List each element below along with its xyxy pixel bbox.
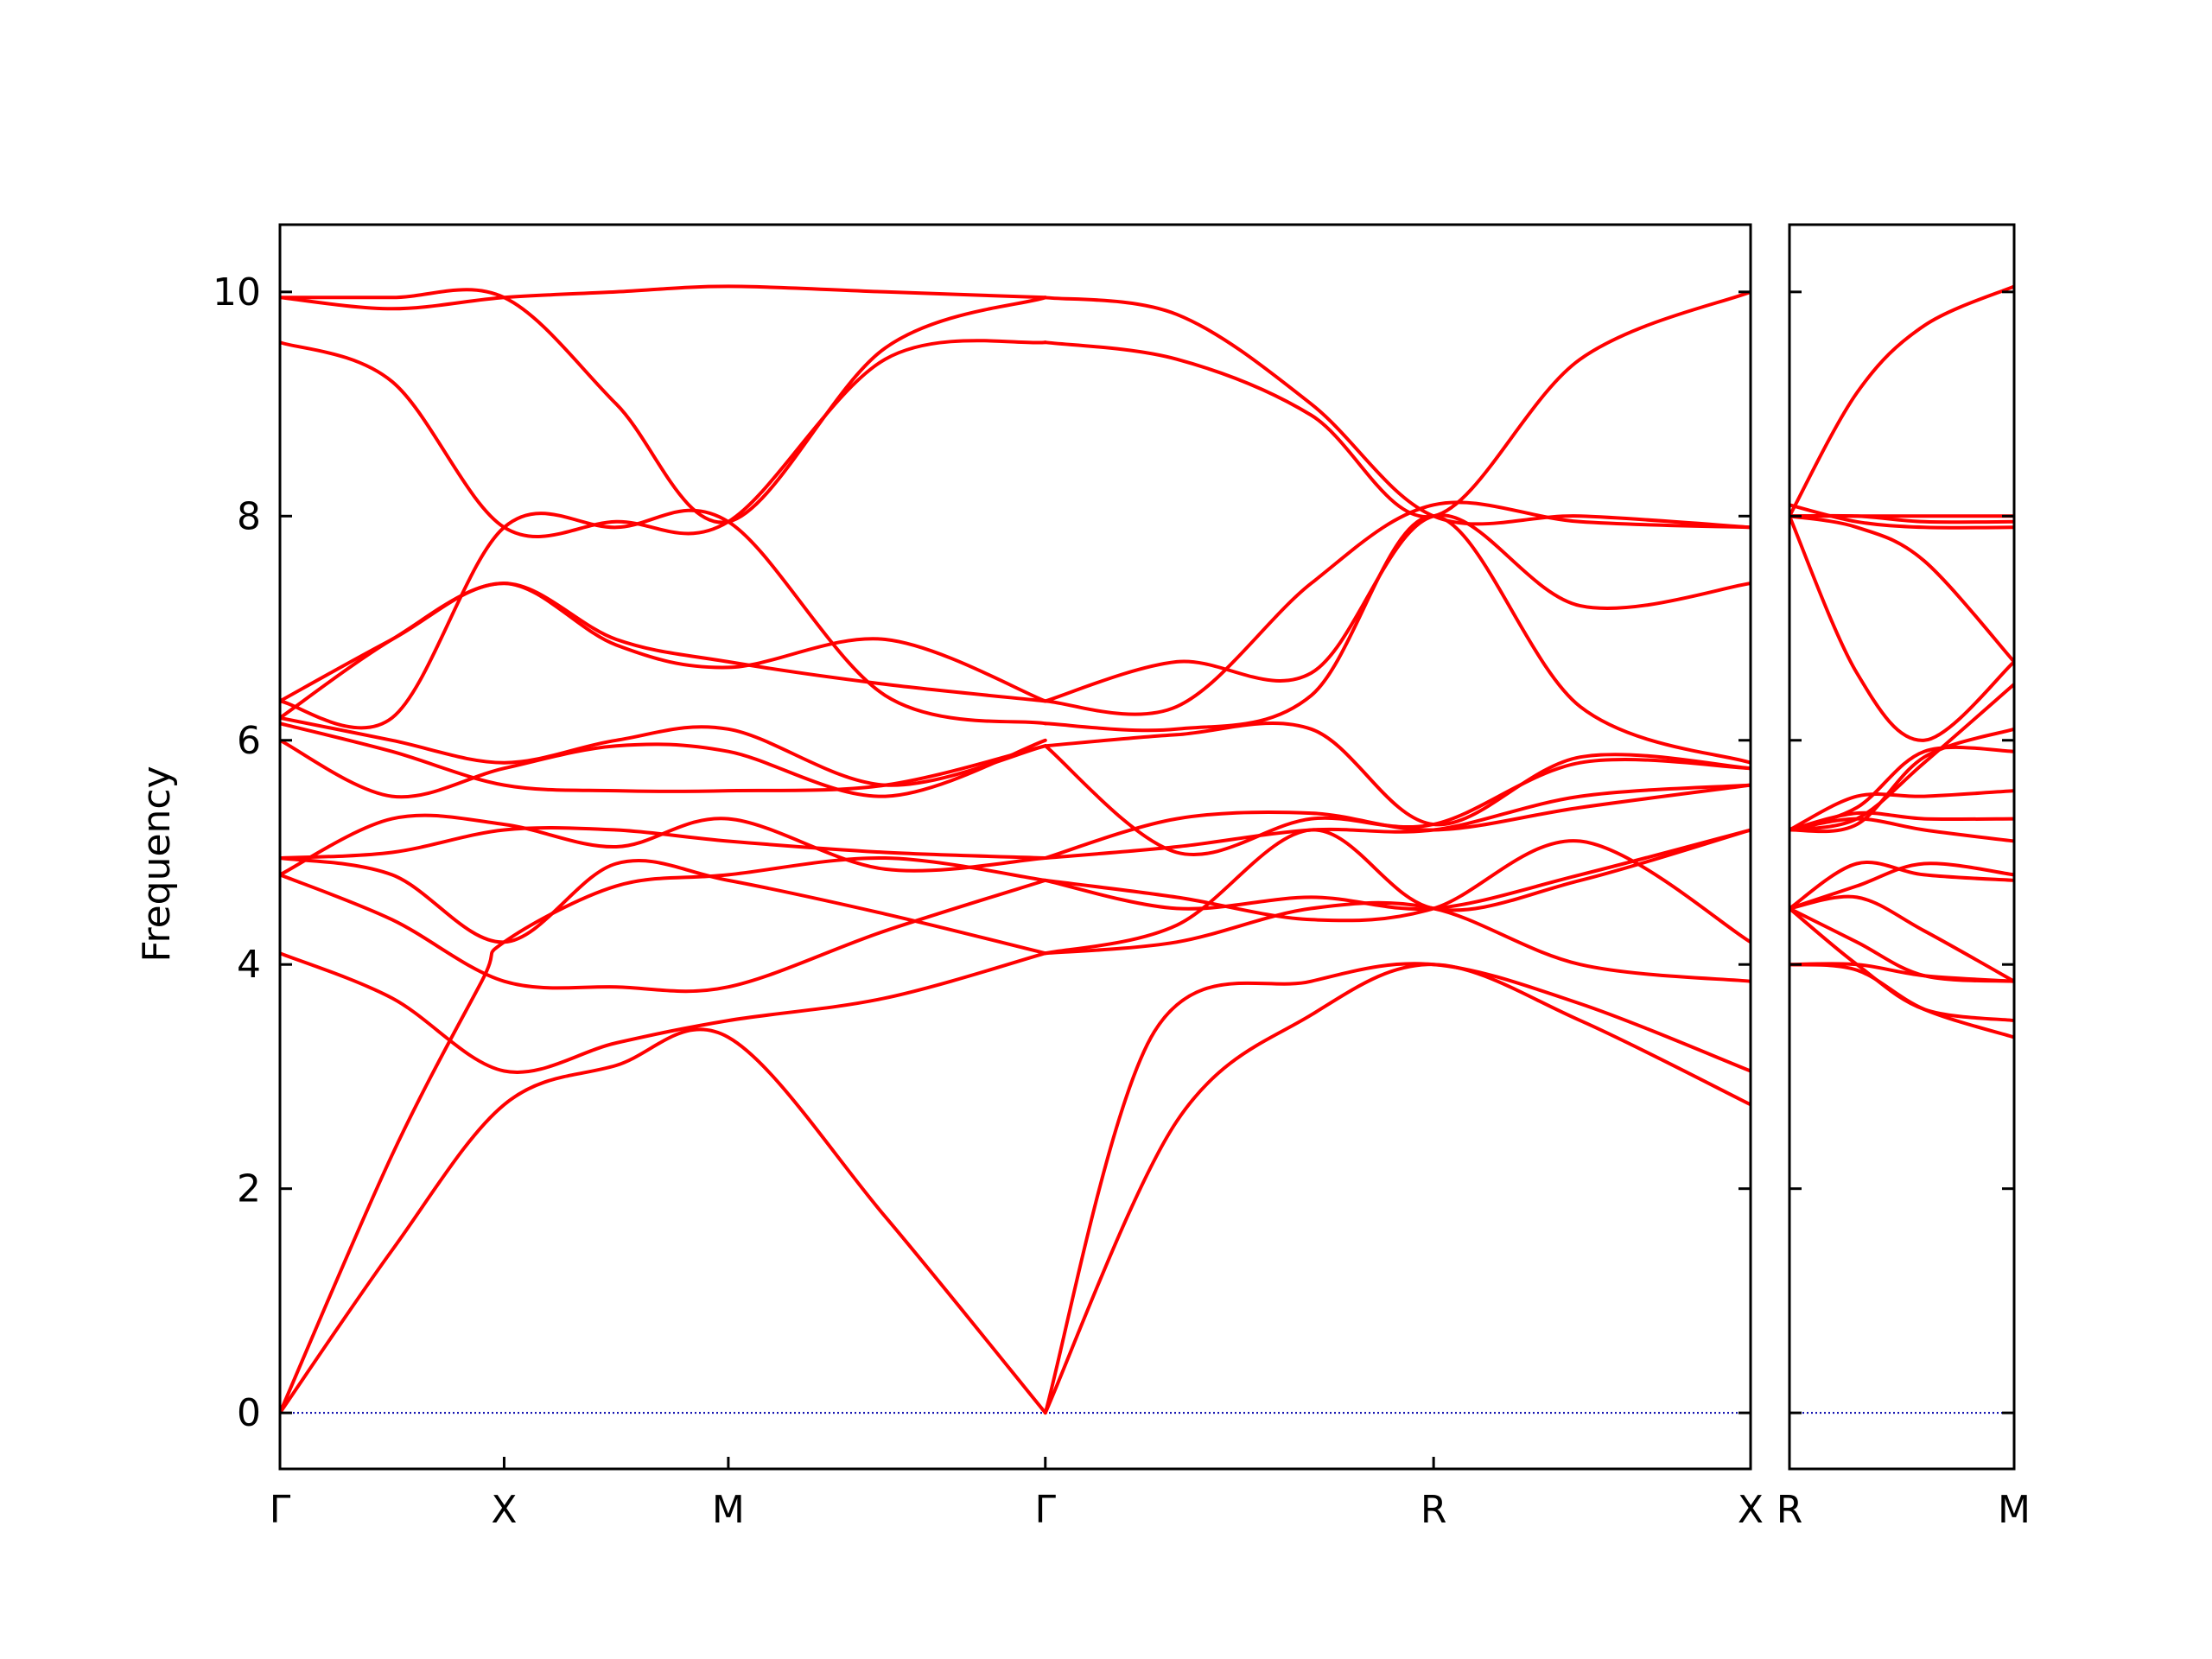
band-line-0-17 [1043,962,1751,1415]
y-tick-label: 10 [213,270,261,315]
x-tick-label: Γ [1035,1488,1057,1532]
band-line-1-17 [1789,513,2014,524]
y-tick-label: 6 [237,719,261,763]
band-line-1-6 [1789,861,2014,911]
y-tick-label: 8 [237,494,261,538]
band-line-1-11 [1789,727,2014,834]
plot-frame [278,223,1752,1471]
band-line-0-21 [1043,828,1751,912]
band-line-0-1 [280,855,1047,1415]
band-line-0-23 [1043,783,1751,860]
band-line-1-1 [1789,963,2014,1039]
band-line-0-30 [1043,296,1751,530]
band-line-0-26 [1043,514,1751,765]
band-line-0-0 [280,1027,1047,1415]
band-line-0-11 [280,508,1047,730]
band-line-1-5 [1789,861,2014,911]
band-line-0-2 [280,951,1047,1074]
band-line-1-18 [1789,284,2014,518]
band-line-0-12 [280,582,1047,703]
x-tick-label: M [1998,1488,2031,1532]
y-tick-label: 0 [237,1391,261,1435]
y-tick-label: 4 [237,943,261,987]
band-line-1-4 [1789,894,2014,983]
band-line-1-10 [1789,745,2014,832]
band-line-0-25 [1043,721,1751,827]
band-line-1-12 [1789,682,2014,832]
band-line-0-14 [280,284,1047,311]
band-line-0-19 [1043,828,1751,956]
band-group [280,284,1751,1415]
band-line-0-9 [280,715,1047,787]
band-line-0-18 [1043,900,1751,983]
band-line-0-5 [280,813,1047,877]
band-line-0-13 [280,339,1047,538]
band-line-0-16 [1043,963,1751,1415]
band-line-1-9 [1789,789,2014,832]
band-line-1-15 [1789,503,2014,530]
x-tick-label: M [712,1488,745,1532]
y-tick-label: 2 [237,1167,261,1211]
band-group [1789,284,2014,1039]
band-line-0-15 [280,288,1047,524]
band-line-0-27 [1043,513,1751,703]
band-line-1-14 [1789,514,2014,664]
x-tick-label: X [491,1488,517,1532]
band-line-0-29 [1043,289,1751,519]
band-line-0-7 [280,738,1047,799]
band-line-0-6 [280,826,1047,860]
band-panel-main: 0 2 4 6 8 10 Γ X M Γ R X [213,223,1764,1532]
band-line-0-4 [280,856,1047,956]
band-line-0-20 [1043,839,1751,944]
band-line-0-3 [280,873,1047,994]
band-line-1-13 [1789,514,2014,742]
band-line-0-24 [1043,744,1751,857]
y-axis-label: Frequency [135,766,179,962]
band-line-0-28 [1043,500,1751,716]
x-tick-label: R [1777,1488,1803,1532]
x-tick-label: R [1421,1488,1447,1532]
band-line-1-2 [1789,906,2014,1023]
plot-frame [1788,223,2016,1471]
x-tick-label: X [1738,1488,1764,1532]
band-line-0-22 [1043,783,1751,860]
band-line-1-3 [1789,906,2014,983]
x-tick-label: Γ [270,1488,291,1532]
